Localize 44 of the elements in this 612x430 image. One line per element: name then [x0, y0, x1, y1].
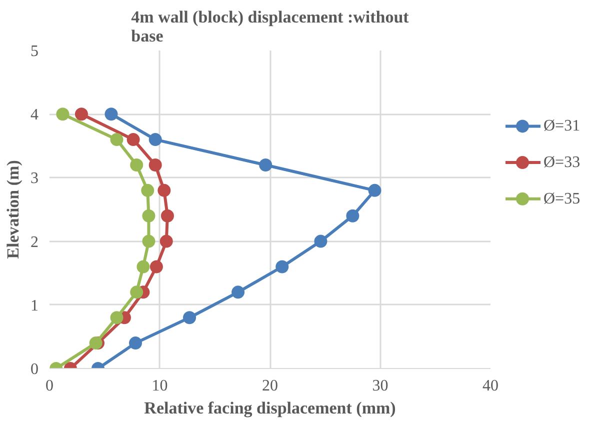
- point: [110, 133, 124, 146]
- legend-label: Ø=31: [544, 118, 580, 135]
- point: [183, 311, 196, 324]
- point: [74, 108, 88, 121]
- point: [346, 209, 360, 222]
- point: [126, 133, 140, 146]
- y-tick-label: 5: [30, 43, 38, 60]
- point: [276, 260, 289, 274]
- point: [136, 260, 150, 274]
- point: [130, 286, 144, 299]
- point: [160, 234, 173, 248]
- point: [148, 158, 162, 172]
- x-tick-label: 30: [372, 378, 388, 394]
- y-tick-label: 1: [30, 297, 38, 314]
- point: [142, 234, 156, 248]
- point: [160, 209, 174, 222]
- y-tick-label: 0: [30, 361, 38, 378]
- point: [368, 184, 382, 197]
- y-tick-label: 4: [30, 106, 38, 124]
- point: [148, 133, 162, 146]
- point: [150, 260, 163, 274]
- y-tick-label: 2: [30, 234, 38, 251]
- point: [232, 286, 245, 299]
- point: [104, 108, 118, 121]
- point: [142, 209, 156, 222]
- point: [130, 158, 144, 172]
- point: [314, 234, 328, 248]
- point: [56, 108, 70, 121]
- x-axis-title: Relative facing displacement (mm): [144, 398, 396, 418]
- x-tick-label: 20: [262, 378, 278, 394]
- chart-title: 4m wall (block) displacement :without base: [131, 8, 410, 46]
- legend-label: Ø=35: [544, 190, 580, 208]
- point: [141, 184, 154, 197]
- y-tick-label: 3: [30, 170, 38, 188]
- point: [158, 184, 171, 197]
- y-axis-title: Elevation (m): [4, 160, 22, 259]
- point: [128, 336, 142, 350]
- x-tick-label: 0: [46, 378, 54, 394]
- point: [259, 158, 272, 172]
- point: [89, 336, 102, 350]
- x-tick-label: 10: [152, 378, 168, 394]
- point: [110, 311, 124, 324]
- legend-label: Ø=33: [544, 154, 580, 172]
- x-tick-label: 40: [482, 378, 498, 394]
